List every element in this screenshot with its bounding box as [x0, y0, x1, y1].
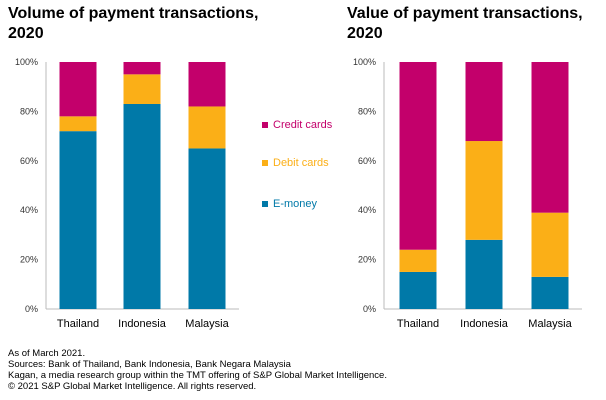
- value-ytick-label: 40%: [358, 205, 376, 215]
- legend-label-debit-cards: Debit cards: [273, 157, 329, 169]
- value-ytick-label: 100%: [353, 57, 376, 67]
- value-category-label-malaysia: Malaysia: [528, 318, 572, 330]
- volume-ytick-label: 0%: [25, 304, 38, 314]
- legend-label-e-money: E-money: [273, 198, 318, 210]
- value-category-label-thailand: Thailand: [397, 318, 439, 330]
- volume-chart: 0% 20% 40% 60% 80% 100% Thailand Indonesia Malay…: [15, 57, 239, 330]
- value-ytick-label: 60%: [358, 156, 376, 166]
- value-bar-thailand-e-money: [399, 271, 437, 309]
- footnote-copyright: © 2021 S&P Global Market Intelligence. A…: [8, 381, 257, 392]
- volume-bar-thailand-debit-cards: [59, 116, 97, 132]
- volume-chart-title: Volume of payment transactions, 2020: [8, 5, 259, 42]
- payment-transactions-charts: 0% 20% 40% 60% 80% 100% Thailand Indonesia Malay…: [15, 57, 582, 330]
- volume-bar-malaysia-debit-cards: [188, 106, 226, 149]
- value-bar-malaysia-debit-cards: [531, 212, 569, 277]
- value-ytick-label: 0%: [363, 304, 376, 314]
- volume-category-label-thailand: Thailand: [57, 318, 99, 330]
- volume-ytick-label: 60%: [20, 156, 38, 166]
- value-bar-indonesia-debit-cards: [465, 141, 503, 240]
- legend: Credit cards Debit cards E-money: [262, 119, 333, 210]
- value-bar-malaysia-credit-cards: [531, 62, 569, 213]
- volume-ytick-label: 80%: [20, 106, 38, 116]
- legend-label-credit-cards: Credit cards: [273, 119, 333, 131]
- volume-bar-malaysia-credit-cards: [188, 62, 226, 107]
- volume-category-label-indonesia: Indonesia: [118, 318, 167, 330]
- value-category-label-indonesia: Indonesia: [460, 318, 509, 330]
- value-bar-thailand-debit-cards: [399, 249, 437, 272]
- value-bar-indonesia-credit-cards: [465, 62, 503, 142]
- footnote-date: As of March 2021.: [8, 348, 86, 359]
- volume-bar-malaysia-e-money: [188, 148, 226, 309]
- volume-ytick-label: 100%: [15, 57, 38, 67]
- volume-bar-thailand-e-money: [59, 131, 97, 309]
- value-ytick-label: 80%: [358, 106, 376, 116]
- volume-bar-indonesia-debit-cards: [123, 74, 161, 104]
- value-bar-indonesia-e-money: [465, 239, 503, 309]
- volume-bar-indonesia-e-money: [123, 103, 161, 310]
- volume-ytick-label: 20%: [20, 255, 38, 265]
- value-bar-thailand-credit-cards: [399, 62, 437, 250]
- volume-category-label-malaysia: Malaysia: [185, 318, 229, 330]
- value-ytick-label: 20%: [358, 255, 376, 265]
- value-bar-malaysia-e-money: [531, 276, 569, 309]
- value-chart-title: Value of payment transactions, 2020: [347, 5, 583, 42]
- volume-bar-thailand-credit-cards: [59, 62, 97, 117]
- legend-swatch-e-money: [262, 201, 268, 207]
- value-chart: 0% 20% 40% 60% 80% 100% Thailand Indonesia Malay…: [353, 57, 582, 330]
- legend-swatch-debit-cards: [262, 160, 268, 166]
- legend-swatch-credit-cards: [262, 122, 268, 128]
- volume-bar-indonesia-credit-cards: [123, 62, 161, 75]
- footnote-sources: Sources: Bank of Thailand, Bank Indonesi…: [8, 359, 291, 370]
- volume-ytick-label: 40%: [20, 205, 38, 215]
- footnote-kagan: Kagan, a media research group within the…: [8, 370, 387, 381]
